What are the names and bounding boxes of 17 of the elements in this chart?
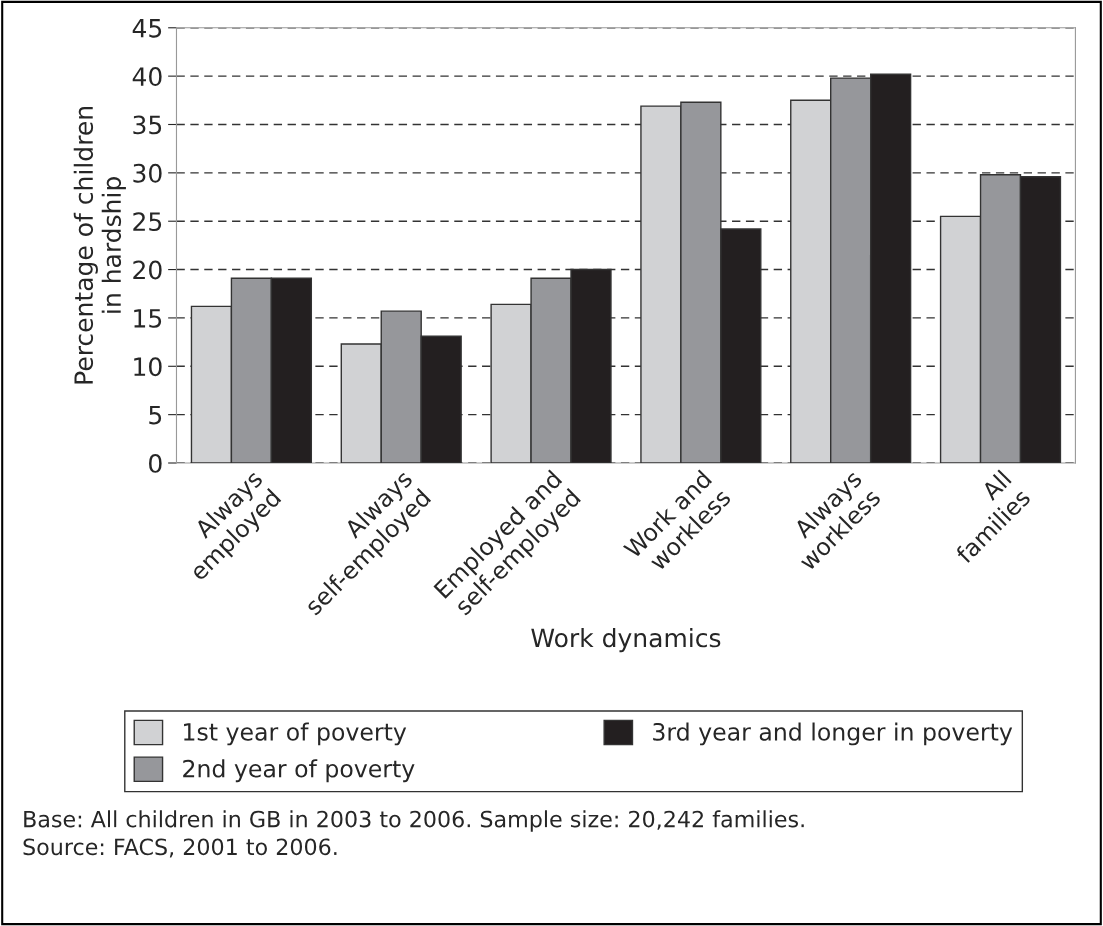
y-axis-title: Percentage of children in hardship: [73, 107, 126, 384]
y-tick-label: 20: [133, 260, 162, 280]
legend-label: 3rd year and longer in poverty: [653, 722, 1013, 746]
source-note: Source: FACS, 2001 to 2006.: [23, 838, 337, 858]
y-tick-label: 15: [134, 309, 162, 328]
y-tick-label: 35: [133, 115, 162, 135]
legend-label: 2nd year of poverty: [183, 759, 415, 783]
y-tick-label: 25: [133, 212, 162, 232]
y-tick-label: 5: [149, 405, 162, 425]
y-tick-label: 45: [132, 19, 162, 38]
y-tick-label: 0: [149, 453, 162, 473]
legend-label: 1st year of poverty: [184, 722, 407, 746]
y-tick-label: 10: [134, 357, 162, 377]
y-tick-label: 40: [132, 67, 162, 86]
y-tick-label: 30: [133, 163, 162, 183]
x-axis-title: Work dynamics: [531, 628, 721, 653]
text: Base: All children in GB in 2003 to 2006. Sample size: 20,242 families.: [24, 810, 804, 832]
